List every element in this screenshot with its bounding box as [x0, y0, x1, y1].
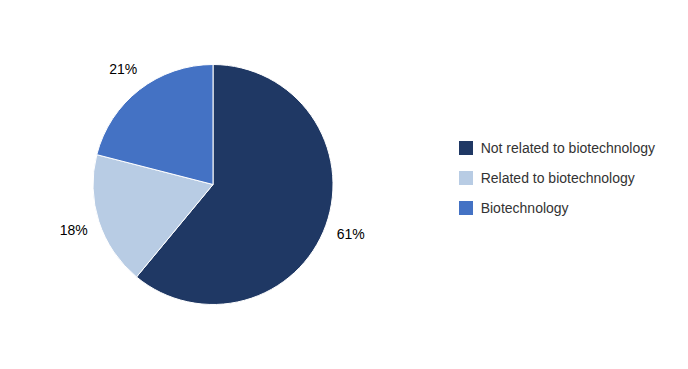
svg-text:21%: 21%: [109, 61, 137, 77]
html-text:Biotechnology: Biotechnology: [480, 199, 569, 216]
html-text:Related to biotechnology: Related to biotechnology: [480, 169, 635, 186]
svg-text:18%: 18%: [60, 222, 88, 238]
svg-text:61%: 61%: [337, 226, 365, 242]
html-text:Not related to biotechnology: Not related to biotechnology: [480, 139, 655, 156]
